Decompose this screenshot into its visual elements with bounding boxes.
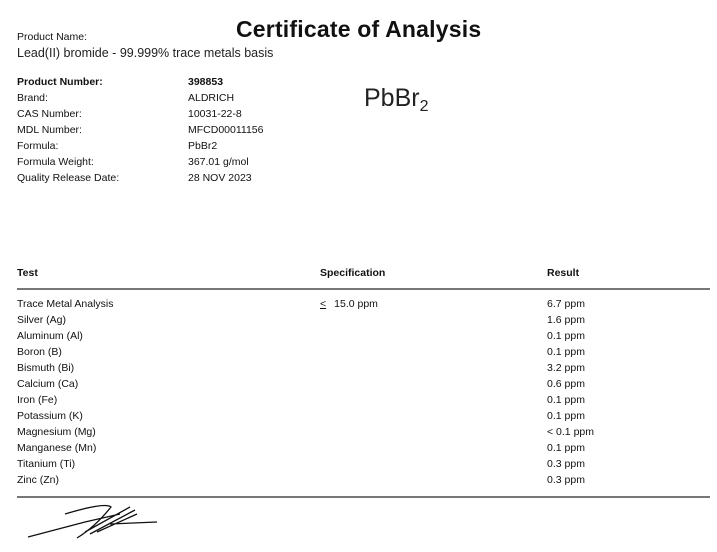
test-cell: Boron (B) bbox=[17, 346, 62, 358]
result-cell: 1.6 ppm bbox=[547, 314, 585, 326]
test-cell: Manganese (Mn) bbox=[17, 442, 97, 454]
table-row: Boron (B) 0.1 ppm bbox=[0, 346, 717, 362]
result-cell: 0.3 ppm bbox=[547, 474, 585, 486]
test-cell: Iron (Fe) bbox=[17, 394, 58, 406]
table-row: Aluminum (Al) 0.1 ppm bbox=[0, 330, 717, 346]
table-row: Calcium (Ca) 0.6 ppm bbox=[0, 378, 717, 394]
less-equal-symbol: < bbox=[320, 298, 327, 310]
formula-display: PbBr2 bbox=[364, 84, 429, 116]
test-cell: Aluminum (Al) bbox=[17, 330, 83, 342]
result-cell: 0.1 ppm bbox=[547, 346, 585, 358]
table-row: Zinc (Zn) 0.3 ppm bbox=[0, 474, 717, 490]
result-cell: 0.1 ppm bbox=[547, 330, 585, 342]
result-cell: < 0.1 ppm bbox=[547, 426, 594, 438]
formula-base: PbBr bbox=[364, 84, 420, 112]
product-name: Lead(II) bromide - 99.999% trace metals … bbox=[17, 46, 274, 60]
header-result: Result bbox=[547, 267, 580, 279]
result-cell: 0.3 ppm bbox=[547, 458, 585, 470]
result-cell: 0.1 ppm bbox=[547, 394, 585, 406]
table-header: Test Specification Result bbox=[0, 267, 717, 283]
result-cell: 0.1 ppm bbox=[547, 442, 585, 454]
header-specification: Specification bbox=[320, 267, 386, 279]
spec-cell: <15.0 ppm bbox=[320, 298, 378, 310]
table-row: Magnesium (Mg) < 0.1 ppm bbox=[0, 426, 717, 442]
detail-value: 398853 bbox=[188, 76, 224, 88]
detail-label: MDL Number: bbox=[17, 124, 82, 136]
test-cell: Silver (Ag) bbox=[17, 314, 67, 326]
detail-label: Formula: bbox=[17, 140, 59, 152]
result-cell: 6.7 ppm bbox=[547, 298, 585, 310]
detail-label: CAS Number: bbox=[17, 108, 82, 120]
detail-label: Brand: bbox=[17, 92, 48, 104]
table-row: Potassium (K) 0.1 ppm bbox=[0, 410, 717, 426]
detail-label: Product Number: bbox=[17, 76, 103, 88]
test-cell: Trace Metal Analysis bbox=[17, 298, 114, 310]
test-cell: Zinc (Zn) bbox=[17, 474, 59, 486]
test-cell: Calcium (Ca) bbox=[17, 378, 79, 390]
test-cell: Potassium (K) bbox=[17, 410, 83, 422]
product-name-label: Product Name: bbox=[17, 31, 88, 43]
table-row: Bismuth (Bi) 3.2 ppm bbox=[0, 362, 717, 378]
test-cell: Magnesium (Mg) bbox=[17, 426, 96, 438]
table-row: Trace Metal Analysis <15.0 ppm 6.7 ppm bbox=[0, 298, 717, 314]
detail-value: MFCD00011156 bbox=[188, 124, 264, 136]
result-cell: 3.2 ppm bbox=[547, 362, 585, 374]
detail-value: 10031-22-8 bbox=[188, 108, 242, 120]
table-row: Titanium (Ti) 0.3 ppm bbox=[0, 458, 717, 474]
detail-label: Quality Release Date: bbox=[17, 172, 120, 184]
detail-value: ALDRICH bbox=[188, 92, 235, 104]
detail-value: 28 NOV 2023 bbox=[188, 172, 252, 184]
detail-label: Formula Weight: bbox=[17, 156, 94, 168]
header-test: Test bbox=[17, 267, 38, 279]
signature bbox=[27, 504, 158, 539]
formula-subscript: 2 bbox=[419, 98, 429, 115]
table-row: Iron (Fe) 0.1 ppm bbox=[0, 394, 717, 410]
document-title: Certificate of Analysis bbox=[236, 16, 482, 42]
footer-divider bbox=[17, 496, 710, 498]
spec-value: 15.0 ppm bbox=[334, 298, 378, 310]
table-row: Silver (Ag) 1.6 ppm bbox=[0, 314, 717, 330]
detail-value: PbBr2 bbox=[188, 140, 218, 152]
detail-value: 367.01 g/mol bbox=[188, 156, 249, 168]
test-cell: Bismuth (Bi) bbox=[17, 362, 75, 374]
result-cell: 0.6 ppm bbox=[547, 378, 585, 390]
table-row: Manganese (Mn) 0.1 ppm bbox=[0, 442, 717, 458]
test-cell: Titanium (Ti) bbox=[17, 458, 76, 470]
header-divider bbox=[17, 288, 710, 290]
result-cell: 0.1 ppm bbox=[547, 410, 585, 422]
